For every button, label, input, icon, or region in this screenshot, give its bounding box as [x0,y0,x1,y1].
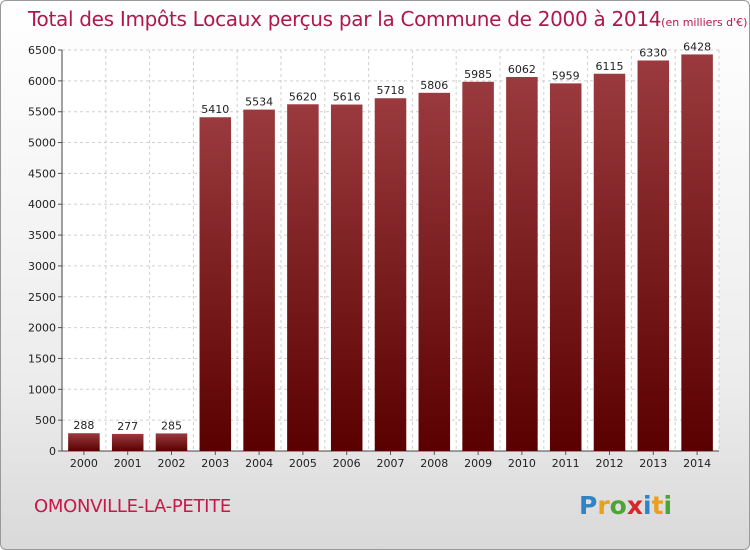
y-tick-label: 5000 [28,137,56,150]
bar [330,104,363,451]
x-tick-label: 2006 [333,457,361,470]
bar [243,109,275,451]
bar-value-label: 288 [73,419,94,432]
bar [681,54,713,452]
logo-letter: i [643,491,652,520]
y-tick-label: 4500 [28,167,56,180]
logo-letter: P [579,491,598,520]
bar-value-label: 5959 [552,69,580,82]
bar [287,104,319,451]
bar [593,73,626,452]
bar-value-label: 5718 [377,84,405,97]
bar [374,98,407,452]
bar [506,77,538,451]
logo-letter: o [609,491,627,520]
chart-title: Total des Impôts Locaux perçus par la Co… [28,7,747,31]
logo-letter: r [597,491,610,520]
x-tick-label: 2007 [377,457,405,470]
bar-value-label: 5620 [289,90,317,103]
x-tick-label: 2002 [158,457,186,470]
bar-value-label: 6115 [596,60,624,73]
proxiti-logo: Proxiti [579,491,672,520]
x-tick-label: 2011 [552,457,580,470]
bar-value-label: 277 [117,420,138,433]
y-tick-label: 500 [35,414,56,427]
bar-value-label: 5806 [420,79,448,92]
y-tick-label: 2500 [28,291,56,304]
bar-value-label: 5534 [245,96,273,109]
x-tick-label: 2008 [420,457,448,470]
commune-name: OMONVILLE-LA-PETITE [34,496,231,517]
x-tick-label: 2004 [245,457,273,470]
x-tick-label: 2001 [114,457,142,470]
y-tick-label: 3000 [28,260,56,273]
bar [462,81,494,451]
bar-value-label: 285 [161,419,182,432]
bar [637,60,670,451]
bar [199,117,232,451]
bar-value-label: 6428 [683,40,711,53]
x-tick-label: 2010 [508,457,536,470]
x-tick-label: 2009 [464,457,492,470]
y-tick-label: 5500 [28,106,56,119]
logo-letter: t [651,491,664,520]
y-tick-label: 3500 [28,229,56,242]
bar-value-label: 6062 [508,63,536,76]
bar-value-label: 6330 [639,46,667,59]
chart-title-unit: (en milliers d'€) [661,16,748,29]
x-tick-label: 2012 [596,457,624,470]
x-tick-label: 2003 [201,457,229,470]
logo-letter: i [663,491,673,520]
bar-value-label: 5985 [464,68,492,81]
y-tick-label: 2000 [28,322,56,335]
y-tick-label: 1000 [28,383,56,396]
x-tick-label: 2005 [289,457,317,470]
y-tick-label: 6000 [28,75,56,88]
x-tick-label: 2014 [683,457,711,470]
bar [418,92,451,452]
bar-value-label: 5410 [201,103,229,116]
x-tick-label: 2000 [70,457,98,470]
chart-title-text: Total des Impôts Locaux perçus par la Co… [28,7,662,31]
y-tick-label: 4000 [28,198,56,211]
logo-letter: x [626,491,643,520]
x-tick-label: 2013 [639,457,667,470]
bar [68,433,100,451]
bar [155,433,188,451]
y-tick-label: 1500 [28,352,56,365]
y-tick-label: 0 [49,445,56,458]
y-tick-label: 6500 [28,44,56,57]
bar-value-label: 5616 [333,91,361,104]
bar [111,433,144,451]
bar [549,83,582,451]
